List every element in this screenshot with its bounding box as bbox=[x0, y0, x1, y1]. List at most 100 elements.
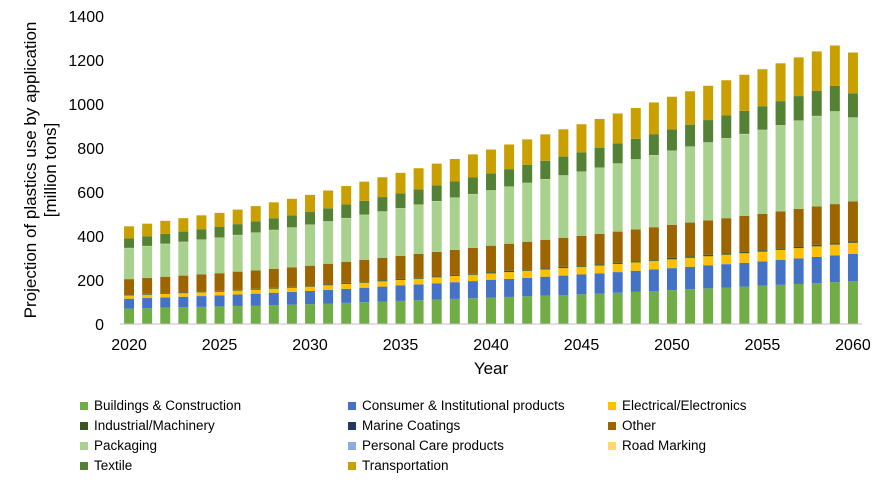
bar-segment bbox=[449, 181, 460, 198]
legend-label: Packaging bbox=[94, 438, 158, 453]
y-tick-label: 1000 bbox=[68, 97, 104, 114]
bar-segment bbox=[341, 218, 352, 262]
bar-segment bbox=[268, 202, 279, 219]
bar-segment bbox=[286, 198, 297, 216]
x-tick-label: 2060 bbox=[835, 337, 871, 354]
bar-segment bbox=[721, 218, 732, 254]
bar-segment bbox=[305, 285, 316, 287]
bar-segment bbox=[160, 293, 171, 294]
bar-segment bbox=[413, 168, 424, 190]
bar-segment bbox=[522, 164, 533, 183]
bar-segment bbox=[630, 262, 641, 271]
bar-segment bbox=[847, 93, 858, 118]
y-tick-label: 600 bbox=[77, 185, 104, 202]
bar-segment bbox=[124, 238, 135, 248]
bar-segment bbox=[486, 173, 496, 191]
bar-segment bbox=[847, 117, 858, 202]
bar-segment bbox=[196, 292, 207, 297]
bar-segment bbox=[721, 80, 732, 116]
bar-segment bbox=[196, 274, 207, 292]
bar-segment bbox=[431, 283, 442, 300]
bar-segment bbox=[124, 294, 135, 296]
bar-segment bbox=[467, 281, 478, 299]
bar-segment bbox=[757, 251, 768, 262]
legend-item: Buildings & Construction bbox=[80, 398, 241, 413]
bar-segment bbox=[214, 291, 225, 296]
bar-segment bbox=[504, 186, 515, 244]
bar-segment bbox=[685, 266, 696, 290]
bar-segment bbox=[576, 171, 587, 236]
bar-segment bbox=[286, 304, 297, 324]
bar-segment bbox=[359, 215, 370, 260]
bar-segment bbox=[142, 223, 153, 237]
bar-segment bbox=[124, 279, 135, 295]
legend-label: Industrial/Machinery bbox=[94, 418, 215, 433]
bar-segment bbox=[793, 96, 804, 121]
bar-segment bbox=[775, 211, 786, 249]
bar-segment bbox=[305, 212, 316, 225]
bar-segment bbox=[286, 291, 297, 305]
bar-segment bbox=[449, 275, 460, 277]
bar-segment bbox=[847, 241, 858, 243]
bar-segment bbox=[413, 204, 424, 254]
bar-segment bbox=[486, 280, 496, 298]
bar-segment bbox=[142, 294, 153, 295]
bar-segment bbox=[793, 57, 804, 97]
bar-segment bbox=[612, 263, 623, 273]
bar-segment bbox=[431, 276, 442, 278]
bar-segment bbox=[359, 259, 370, 282]
bar-segment bbox=[829, 255, 840, 283]
bar-segment bbox=[305, 291, 316, 305]
bar-segment bbox=[504, 144, 515, 170]
bar-segment bbox=[703, 220, 714, 255]
bar-segment bbox=[377, 280, 388, 282]
bar-segment bbox=[395, 208, 406, 256]
legend-item: Textile bbox=[80, 458, 132, 473]
y-axis-title-line1: Projection of plastics use by applicatio… bbox=[21, 22, 40, 319]
legend-label: Road Marking bbox=[622, 438, 707, 453]
bar-segment bbox=[486, 149, 496, 174]
bar-segment bbox=[811, 283, 822, 324]
bar-segment bbox=[196, 229, 207, 240]
bar-segment bbox=[540, 269, 551, 277]
bar-segment bbox=[648, 269, 659, 291]
bar-segment bbox=[630, 270, 641, 292]
x-tick-label: 2030 bbox=[292, 337, 328, 354]
x-tick-label: 2040 bbox=[473, 337, 509, 354]
bar-segment bbox=[739, 286, 750, 324]
bar-segment bbox=[829, 45, 840, 86]
legend-label: Transportation bbox=[362, 458, 449, 473]
bar-segment bbox=[268, 218, 279, 230]
bar-segment bbox=[323, 285, 334, 290]
bar-segment bbox=[486, 245, 496, 273]
bar-segment bbox=[232, 294, 243, 306]
bar-segment bbox=[703, 120, 714, 143]
bar-segment bbox=[739, 74, 750, 111]
bar-segment bbox=[847, 253, 858, 282]
bar-segment bbox=[395, 193, 406, 209]
bar-segment bbox=[540, 160, 551, 180]
bar-segment bbox=[739, 262, 750, 287]
bar-segment bbox=[576, 266, 587, 275]
bar-segment bbox=[685, 256, 696, 258]
bar-segment bbox=[540, 134, 551, 161]
bar-segment bbox=[558, 156, 569, 176]
bar-segment bbox=[847, 242, 858, 254]
bar-segment bbox=[232, 224, 243, 235]
legend-swatch bbox=[80, 461, 88, 470]
bar-segment bbox=[341, 261, 352, 283]
bar-segment bbox=[250, 289, 261, 294]
bar-segment bbox=[178, 292, 189, 294]
bar-segment bbox=[305, 225, 316, 266]
bar-segment bbox=[214, 306, 225, 324]
bar-segment bbox=[594, 118, 605, 148]
bar-segment bbox=[703, 85, 714, 121]
bar-segment bbox=[449, 249, 460, 275]
bar-segment bbox=[214, 291, 225, 292]
bar-segment bbox=[847, 281, 858, 324]
bar-segment bbox=[558, 129, 569, 157]
bar-segment bbox=[413, 253, 424, 278]
bar-segment bbox=[486, 273, 496, 280]
bar-segment bbox=[648, 260, 659, 270]
